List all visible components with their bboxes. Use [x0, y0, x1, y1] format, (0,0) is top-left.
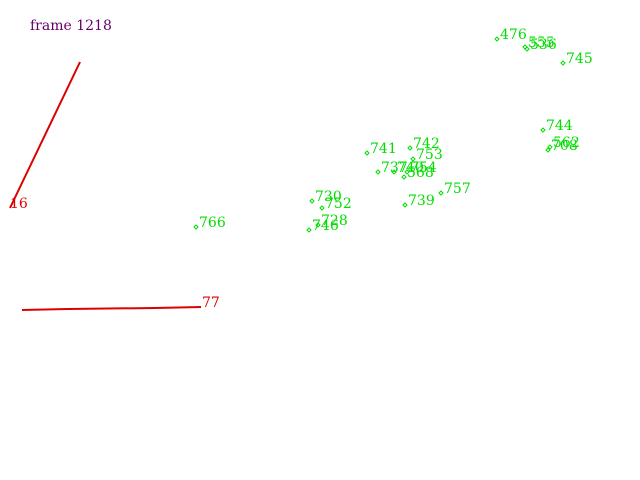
track-label: 77 [202, 295, 220, 311]
track-16: 16 [9, 61, 81, 212]
point-label: 730 [315, 189, 342, 205]
point-marker [547, 144, 553, 150]
point-marker [375, 169, 381, 175]
point-marker [391, 169, 397, 175]
point-label: 562 [553, 135, 580, 151]
point-708: 708 [545, 138, 578, 154]
track-line [9, 61, 81, 209]
point-label: 536 [530, 37, 557, 53]
point-568: 568 [401, 165, 434, 181]
point-745: 745 [560, 51, 593, 67]
point-label: 737 [381, 160, 408, 176]
point-marker [404, 169, 410, 175]
point-label: 754 [410, 160, 437, 176]
point-marker [364, 150, 370, 156]
point-744: 744 [540, 118, 573, 134]
point-737: 737 [375, 160, 408, 176]
point-marker [524, 46, 530, 52]
point-label: 757 [444, 181, 471, 197]
point-marker [315, 222, 321, 228]
point-label: 745 [566, 51, 593, 67]
point-753: 753 [410, 147, 443, 163]
point-536: 536 [524, 37, 557, 53]
point-754: 754 [404, 160, 437, 176]
track-77: 77 [21, 295, 220, 311]
point-marker [319, 205, 325, 211]
point-label: 739 [408, 193, 435, 209]
point-476: 476 [494, 27, 527, 43]
point-marker [402, 202, 408, 208]
point-label: 746 [312, 218, 339, 234]
point-label: 728 [321, 213, 348, 229]
point-739: 739 [402, 193, 435, 209]
point-marker [545, 147, 551, 153]
point-label: 740 [397, 160, 424, 176]
point-label: 568 [407, 165, 434, 181]
point-label: 753 [416, 147, 443, 163]
point-marker [560, 60, 566, 66]
point-730: 730 [309, 189, 342, 205]
point-741: 741 [364, 141, 397, 157]
point-746: 746 [306, 218, 339, 234]
point-752: 752 [319, 196, 352, 212]
track-label: 16 [10, 196, 28, 212]
point-740: 740 [391, 160, 424, 176]
point-marker [410, 156, 416, 162]
point-marker [401, 174, 407, 180]
point-marker [438, 190, 444, 196]
point-marker [407, 145, 413, 151]
point-728: 728 [315, 213, 348, 229]
point-label: 741 [370, 141, 397, 157]
point-marker [306, 227, 312, 233]
point-562: 562 [547, 135, 580, 151]
point-742: 742 [407, 136, 440, 152]
frame-label: frame 1218 [30, 18, 112, 34]
point-marker [494, 36, 500, 42]
track-line [21, 306, 202, 311]
point-766: 766 [193, 215, 226, 231]
point-marker [193, 224, 199, 230]
point-marker [540, 127, 546, 133]
point-757: 757 [438, 181, 471, 197]
point-label: 752 [325, 196, 352, 212]
point-label: 766 [199, 215, 226, 231]
point-label: 555 [528, 35, 555, 51]
point-label: 744 [546, 118, 573, 134]
point-label: 476 [500, 27, 527, 43]
point-marker [309, 198, 315, 204]
point-label: 708 [551, 138, 578, 154]
point-label: 742 [413, 136, 440, 152]
